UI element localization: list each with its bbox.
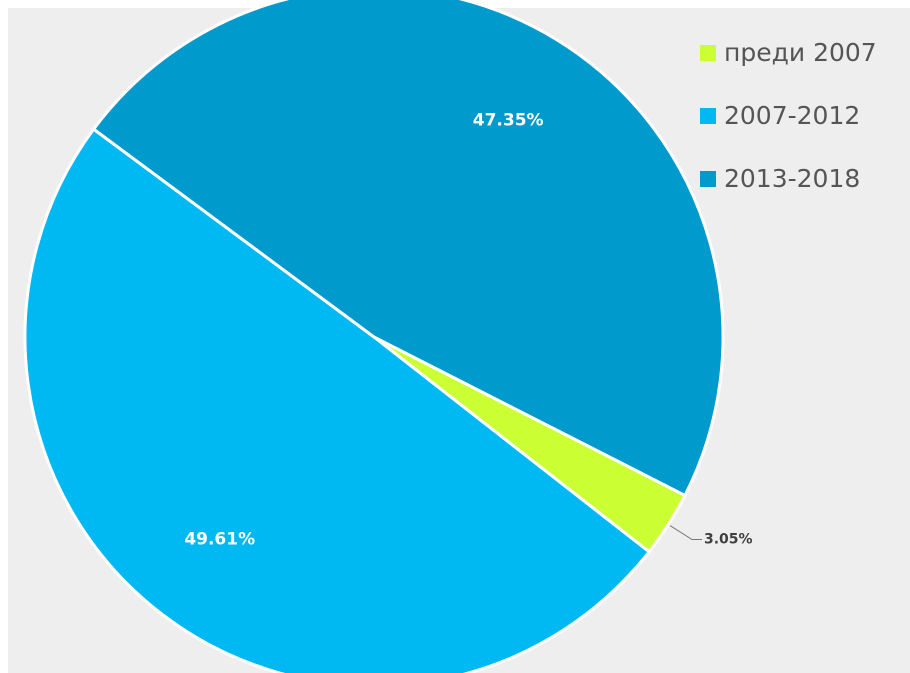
leader-line (669, 525, 702, 541)
legend-label: преди 2007 (724, 38, 877, 67)
legend-swatch (700, 45, 716, 61)
legend-swatch (700, 108, 716, 124)
legend-label: 2013-2018 (724, 164, 860, 193)
pie-slice (91, 0, 725, 498)
data-label: 49.61% (184, 530, 255, 550)
legend-swatch (700, 171, 716, 187)
data-label: 47.35% (473, 110, 544, 130)
pie-slice (23, 127, 652, 673)
data-label: 3.05% (704, 532, 753, 548)
legend-label: 2007-2012 (724, 101, 860, 130)
